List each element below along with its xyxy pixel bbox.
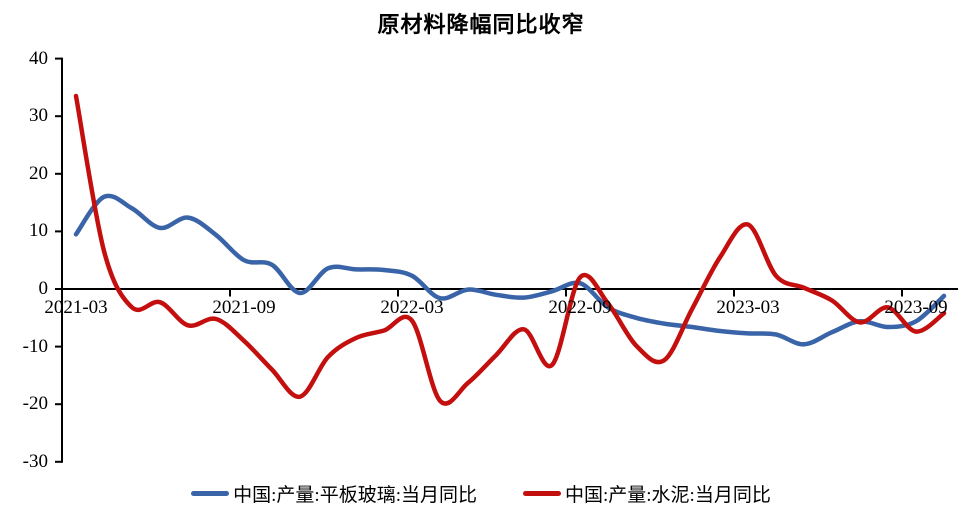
flat-glass-series-line [73, 193, 947, 347]
y-axis-label: 20 [29, 162, 48, 184]
legend-label-flat-glass: 中国:产量:平板玻璃:当月同比 [233, 485, 477, 506]
y-axis-label: -20 [22, 393, 48, 415]
x-axis-label: 2022-03 [380, 297, 444, 318]
y-axis-label: -10 [22, 335, 48, 357]
y-axis-label: -30 [22, 450, 48, 472]
x-axis-label: 2022-09 [548, 297, 612, 318]
chart-title: 原材料降幅同比收窄 [377, 12, 585, 37]
legend: 中国:产量:平板玻璃:当月同比 中国:产量:水泥:当月同比 [0, 480, 962, 507]
cement-series-line [73, 93, 947, 406]
y-axis-label: 40 [29, 47, 48, 69]
y-axis-label: 30 [29, 105, 48, 127]
x-axis-label: 2021-09 [212, 297, 276, 318]
y-axis-label: 10 [29, 220, 48, 242]
x-axis-label: 2021-03 [44, 297, 108, 318]
cement-line-swatch-icon [523, 491, 561, 496]
legend-item-cement: 中国:产量:水泥:当月同比 [523, 480, 771, 507]
legend-label-cement: 中国:产量:水泥:当月同比 [565, 485, 771, 506]
y-axis-label: 0 [38, 278, 49, 299]
legend-item-flat-glass: 中国:产量:平板玻璃:当月同比 [191, 480, 477, 507]
x-axis-label: 2023-03 [716, 297, 780, 318]
x-axis-label: 2023-09 [884, 297, 948, 318]
flat-glass-line-swatch-icon [191, 491, 230, 496]
